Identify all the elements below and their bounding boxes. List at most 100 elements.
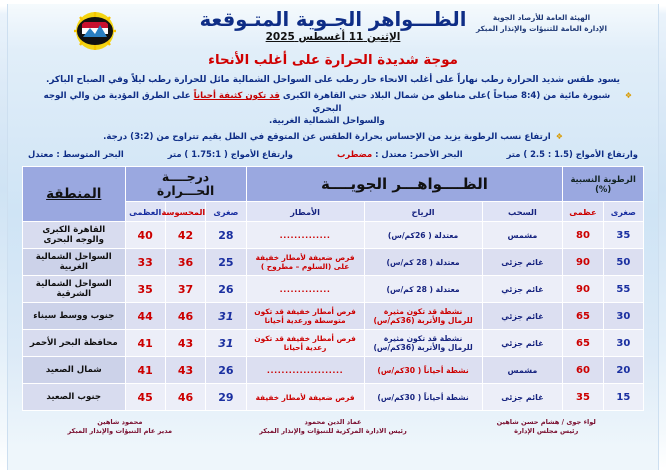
redsea-waves: وارتفاع الأمواج (1.5 : 2.5 ) متر <box>506 149 638 159</box>
cell-clouds: غائم جزئي <box>481 329 564 357</box>
fog-text-line2: والسواحل الشمالية الغربية. <box>268 116 385 126</box>
signature-central-head-role: رئيس الادارة المركزية للتنبؤات والإنذار … <box>259 427 407 435</box>
cell-temp-feel: 43 <box>164 329 207 357</box>
cell-humidity-max: 80 <box>562 221 604 249</box>
cell-rain: ..................... <box>245 356 365 384</box>
fog-text-after: على الطرق المؤدية من والي الوجه البحري <box>43 91 342 114</box>
cell-wind: معتدلة ( 28 كم/س) <box>363 275 483 303</box>
cell-humidity-max: 65 <box>562 329 604 357</box>
cell-clouds: مشمس <box>481 221 564 249</box>
page-title: الظـــواهر الجـوية المتـوقعة <box>199 8 467 31</box>
cell-rain: .............. <box>245 275 365 303</box>
sea-state-row: وارتفاع الأمواج (1.5 : 2.5 ) متر البحر ا… <box>22 148 644 160</box>
cell-temp-min: 25 <box>205 248 247 276</box>
subheader-humidity-max: عظمى <box>562 201 604 222</box>
meteorological-authority-logo-icon <box>62 11 128 51</box>
cell-temp-max: 45 <box>124 383 166 411</box>
redsea-label: البحر الأحمر: معتدل : <box>372 149 463 159</box>
summary-text: يسود طقس شديد الحرارة رطب نهاراً على أغل… <box>46 75 620 85</box>
table-row: 30 65 غائم جزئي نشطة قد تكون مثيرة للرمال وا… <box>22 302 645 330</box>
signature-forecast-director: محمود شاهين مدير عام التنبؤات والإنذار ا… <box>24 418 216 436</box>
cell-humidity-max: 90 <box>562 248 604 276</box>
cell-region: شمال الصعيد <box>22 356 126 384</box>
redsea-condition: مضطرب <box>336 149 373 159</box>
cell-temp-max: 35 <box>124 275 166 303</box>
cell-humidity-min: 15 <box>602 383 645 411</box>
cell-rain: فرص ضعيفة لأمطار خفيفة <box>245 383 365 411</box>
fog-text-before: شبورة مائية من (8:4 صباحاً )على مناطق من… <box>279 91 611 101</box>
subheader-wind: الرياح <box>363 201 483 222</box>
cell-region: القاهرة الكبرى والوجه البحرى <box>22 221 126 249</box>
cell-humidity-max: 90 <box>562 275 604 303</box>
cell-clouds: مشمس <box>481 356 564 384</box>
authority-line-1: الهيئة العامة للأرصاد الجوية <box>492 13 591 22</box>
cell-temp-min: 29 <box>205 383 247 411</box>
subheader-humidity-min: صغرى <box>602 201 645 222</box>
cell-clouds: غائم جزئي <box>481 275 564 303</box>
header-humidity-label: الرطوبة النسبية <box>570 174 636 184</box>
fog-emphasis: قد تكون كثيفة أحياناً <box>193 91 280 101</box>
cell-temp-feel: 46 <box>164 302 207 330</box>
cell-temp-min: 31 <box>205 302 247 330</box>
header-phenomena: الظــــواهـــر الجويــــة <box>245 166 564 202</box>
cell-rain: فرص أمطار خفيفة قد تكون رعدية أحيانا <box>245 329 365 357</box>
subheader-rain: الأمطار <box>245 201 365 222</box>
diamond-bullet-icon: ❖ <box>555 131 563 141</box>
header-temperature: درجــــة الحـــرارة <box>124 166 247 202</box>
cell-humidity-max: 35 <box>562 383 604 411</box>
header-humidity-unit: (%) <box>595 184 612 194</box>
cell-wind: نشطة أحياناً ( 30كم/س) <box>363 356 483 384</box>
cell-wind: نشطة أحياناً ( 30كم/س) <box>363 383 483 411</box>
header-humidity: الرطوبة النسبية (%) <box>562 166 644 202</box>
cell-region: محافظة البحر الأحمر <box>22 329 126 357</box>
table-row: 35 80 مشمس معتدلة ( 26كم/س).............. 28… <box>22 221 645 249</box>
summary-block: يسود طقس شديد الحرارة رطب نهاراً على أغل… <box>8 70 658 143</box>
header-region: المنطقة <box>22 166 126 222</box>
cell-temp-min: 28 <box>205 221 247 249</box>
forecast-table-wrapper: الرطوبة النسبية (%) الظــــواهـــر الجوي… <box>22 166 645 411</box>
signature-central-head-name: عماد الدين محمود <box>304 418 362 426</box>
signature-forecast-director-name: محمود شاهين <box>97 418 143 426</box>
subheader-temp-feel: المحسوسة <box>161 201 207 222</box>
subheader-clouds: السحب <box>481 201 564 222</box>
cell-temp-feel: 46 <box>164 383 207 411</box>
cell-temp-max: 44 <box>124 302 166 330</box>
signature-chairman-role: رئيس مجلس الإدارة <box>514 427 579 435</box>
cell-temp-min: 26 <box>205 275 247 303</box>
cell-wind: معتدلة ( 26كم/س) <box>363 221 483 249</box>
header-temperature-line2: الحـــرارة <box>156 183 215 198</box>
redsea-state: البحر الأحمر: معتدل : مضطرب <box>337 149 463 159</box>
bullet-item-humidity: ❖ ارتفاع نسب الرطوبة يزيد من الإحساس بحر… <box>20 131 646 144</box>
cell-temp-min: 31 <box>205 329 247 357</box>
signature-chairman: لواء جوى / هشام حسن شاهين رئيس مجلس الإد… <box>450 418 642 436</box>
signature-footer: لواء جوى / هشام حسن شاهين رئيس مجلس الإد… <box>24 418 642 436</box>
cell-clouds: غائم جزئي <box>481 302 564 330</box>
table-row: 30 65 غائم جزئي نشطة قد تكون مثيرة للرمال وا… <box>22 329 645 357</box>
cell-clouds: غائم جزئى <box>481 383 564 411</box>
cell-region: السواحل الشمالية الغربية <box>22 248 126 276</box>
cell-temp-feel: 42 <box>164 221 207 249</box>
cell-humidity-min: 50 <box>602 248 645 276</box>
table-row: 50 90 غائم جزئى معتدلة ( 28 كم/س) فرص ضعيفة … <box>22 248 645 276</box>
mediterranean-state: البحر المتوسط : معتدل <box>28 149 124 159</box>
cell-humidity-min: 30 <box>602 329 645 357</box>
table-group-header-row: الرطوبة النسبية (%) الظــــواهـــر الجوي… <box>22 166 644 222</box>
subheader-temp-max: العظمى <box>124 201 166 222</box>
forecast-table: الرطوبة النسبية (%) الظــــواهـــر الجوي… <box>22 166 645 411</box>
table-sub-header-row: صغرى عظمى السحب الرياح الأمطار صغرى المح… <box>23 201 645 222</box>
cell-humidity-min: 30 <box>602 302 645 330</box>
subheader-temp-min: صغرى <box>205 201 247 222</box>
cell-wind: نشطة قد تكون مثيرة للرمال والأتربة (36كم/… <box>363 302 483 330</box>
forecast-table-body: 35 80 مشمس معتدلة ( 26كم/س).............. 28… <box>22 221 645 411</box>
cell-humidity-min: 35 <box>602 221 645 249</box>
document-body: الهيئة العامة للأرصاد الجوية الإدارة الع… <box>7 4 659 470</box>
diamond-bullet-icon: ❖ <box>624 91 632 100</box>
cell-humidity-min: 55 <box>602 275 645 303</box>
table-row: 20 60 مشمس نشطة أحياناً ( 30كم/س)..........… <box>22 356 645 384</box>
cell-wind: معتدلة ( 28 كم/س) <box>363 248 483 276</box>
signature-forecast-director-role: مدير عام التنبؤات والإنذار المبكر <box>67 427 173 435</box>
cell-rain: .............. <box>245 221 365 249</box>
mediterranean-waves: وارتفاع الأمواج ( 1.75:1 ) متر <box>167 149 293 159</box>
bullet-text-humidity: ارتفاع نسب الرطوبة يزيد من الإحساس بحرار… <box>103 131 551 142</box>
